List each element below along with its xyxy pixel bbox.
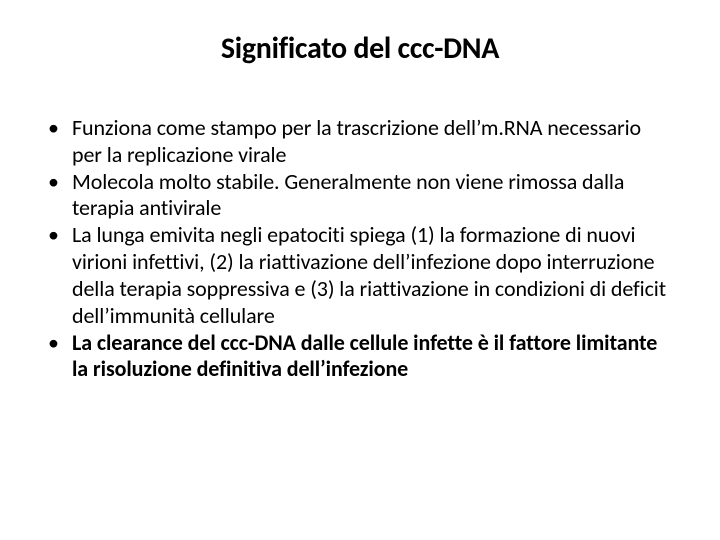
- list-item: Molecola molto stabile. Generalmente non…: [42, 169, 674, 223]
- list-item: Funziona come stampo per la trascrizione…: [42, 115, 674, 169]
- list-item-text: Funziona come stampo per la trascrizione…: [72, 114, 641, 168]
- bullet-list: Funziona come stampo per la trascrizione…: [40, 115, 680, 383]
- list-item-text: Molecola molto stabile. Generalmente non…: [72, 168, 624, 222]
- list-item-text: La lunga emivita negli epatociti spiega …: [72, 221, 666, 328]
- list-item: La lunga emivita negli epatociti spiega …: [42, 222, 674, 329]
- list-item-text: La clearance del ccc-DNA dalle cellule i…: [72, 329, 657, 383]
- list-item: La clearance del ccc-DNA dalle cellule i…: [42, 330, 674, 384]
- slide: Significato del ccc-DNA Funziona come st…: [0, 0, 720, 540]
- slide-title: Significato del ccc-DNA: [40, 30, 680, 67]
